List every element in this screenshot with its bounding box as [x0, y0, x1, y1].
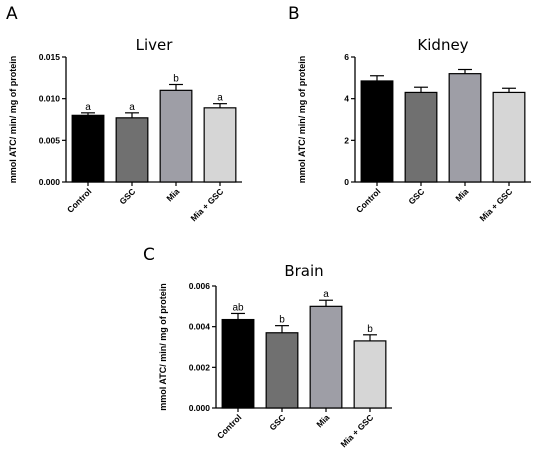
y-tick-label: 0.010 — [39, 94, 61, 104]
x-category-label: GSC — [267, 412, 287, 432]
significance-label: a — [323, 289, 329, 300]
significance-label: b — [279, 315, 285, 326]
panel-letter: A — [6, 4, 18, 24]
significance-label: b — [173, 74, 179, 85]
bar-mia — [448, 73, 482, 183]
x-category-label: Mia + GSC — [188, 186, 225, 223]
significance-label: a — [129, 102, 135, 113]
bar-control — [71, 114, 105, 183]
bar-mia-gsc — [492, 91, 526, 183]
x-category-label: Control — [354, 186, 382, 214]
y-tick-label: 6 — [344, 52, 349, 62]
y-axis-label: mmol ATC/ min/ mg of protein — [297, 56, 307, 184]
x-category-label: Control — [215, 412, 243, 440]
x-category-label: Mia + GSC — [338, 412, 375, 449]
bar-gsc — [404, 91, 438, 183]
chart-panel-a: A Liver mmol ATC/ min/ mg of protein 0.000 0… — [6, 4, 242, 223]
bar-gsc — [115, 117, 149, 183]
significance-label: a — [217, 93, 223, 104]
bar-mia-gsc — [203, 107, 237, 183]
bar-mia-gsc — [353, 340, 387, 409]
y-tick-label: 0.000 — [189, 403, 211, 413]
chart-title: Kidney — [417, 36, 468, 54]
panel-letter: C — [143, 245, 155, 265]
y-tick-label: 2 — [344, 135, 349, 145]
x-category-label: GSC — [406, 186, 426, 206]
bar-control — [221, 318, 255, 409]
bar-control — [360, 80, 394, 183]
significance-label: b — [367, 324, 373, 335]
y-tick-label: 4 — [344, 94, 349, 104]
x-category-label: Control — [65, 186, 93, 214]
y-tick-label: 0.002 — [189, 362, 211, 372]
chart-panel-c: C Brain mmol ATC/ min/ mg of protein 0.000 0… — [143, 245, 392, 449]
x-category-label: Mia — [164, 186, 181, 203]
y-tick-label: 0.004 — [189, 322, 211, 332]
significance-label: a — [85, 102, 91, 113]
y-tick-label: 0 — [344, 177, 349, 187]
y-axis-label: mmol ATC/ min/ mg of protein — [8, 56, 18, 184]
y-tick-label: 0.015 — [39, 52, 61, 62]
y-tick-label: 0.000 — [39, 177, 61, 187]
chart-title: Brain — [284, 262, 323, 280]
chart-title: Liver — [136, 36, 174, 54]
y-tick-label: 0.006 — [189, 281, 211, 291]
significance-label: ab — [232, 302, 244, 313]
chart-panel-b: B Kidney mmol ATC/ min/ mg of protein 0 2 4 6 C… — [288, 4, 531, 223]
bar-mia — [159, 89, 193, 183]
y-axis-label: mmol ATC/ min/ mg of protein — [158, 283, 168, 411]
x-category-label: Mia + GSC — [477, 186, 514, 223]
x-category-label: GSC — [117, 186, 137, 206]
x-category-label: Mia — [453, 186, 470, 203]
bar-gsc — [265, 332, 299, 409]
x-category-label: Mia — [314, 412, 331, 429]
bar-mia — [309, 305, 343, 409]
panel-letter: B — [288, 4, 300, 24]
y-tick-label: 0.005 — [39, 135, 61, 145]
